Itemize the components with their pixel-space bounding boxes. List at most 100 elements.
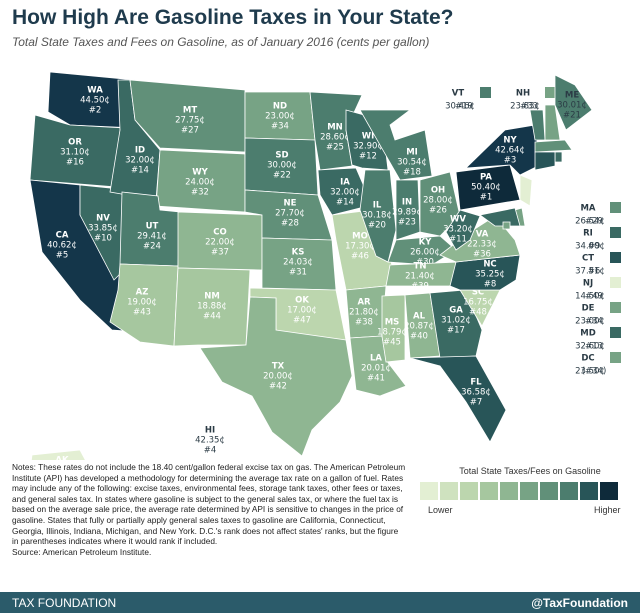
state-shape [173, 267, 251, 347]
state-shape [502, 221, 511, 230]
state-abbr: AL [413, 312, 426, 322]
state-tax: 42.64¢ [495, 146, 525, 156]
footer-brand: TAX FOUNDATION [12, 596, 117, 610]
notes: Notes: These rates do not include the 18… [12, 462, 407, 557]
state-rank: #32 [191, 188, 209, 198]
state-rank: #26 [429, 206, 447, 216]
state-tax: 29.41¢ [137, 232, 167, 242]
state-rank: #13 [585, 342, 603, 352]
state-swatch [610, 277, 621, 288]
subtitle: Total State Taxes and Fees on Gasoline, … [12, 35, 430, 49]
state-abbr: WA [87, 86, 103, 96]
state-rank: #48 [469, 308, 487, 318]
state-tax: 16.75¢ [463, 298, 493, 308]
state-abbr: NY [503, 136, 517, 146]
legend-swatch [520, 482, 538, 500]
state-tax: 30.01¢ [557, 101, 587, 111]
state-abbr: NC [483, 260, 496, 270]
map: WA44.50¢#2OR31.10¢#16CA40.62¢#5NV33.85¢#… [29, 71, 621, 461]
state-tax: 14.50¢ [575, 292, 605, 302]
state-shape [429, 289, 483, 359]
source: Source: American Petroleum Institute. [12, 546, 152, 557]
state-tax: 26.00¢ [410, 248, 440, 258]
state-shape [534, 139, 573, 153]
state-rank: #18 [403, 168, 421, 178]
state-tax: 18.79¢ [377, 328, 407, 338]
legend-swatch [540, 482, 558, 500]
state-abbr: TN [414, 262, 427, 272]
state-tax: 32.00¢ [330, 188, 360, 198]
state-tax: 30.18¢ [362, 211, 392, 221]
state-swatch [480, 87, 491, 98]
state-rank: #45 [383, 338, 401, 348]
state-rank: #22 [273, 171, 291, 181]
state-tax: 30.54¢ [397, 158, 427, 168]
state-abbr: NV [96, 214, 110, 224]
state-rank: #37 [211, 248, 229, 258]
state-rank: #29 [585, 217, 603, 227]
state-abbr: HI [205, 426, 215, 436]
state-tax: 30.00¢ [267, 161, 297, 171]
state-abbr: MI [406, 148, 418, 158]
state-rank: #16 [66, 158, 84, 168]
state-shape [554, 151, 563, 163]
state-tax: 29.89¢ [392, 208, 422, 218]
state-abbr: SD [275, 151, 288, 161]
state-rank: #33 [520, 102, 538, 112]
state-abbr: MN [327, 123, 343, 133]
legend-title: Total State Taxes/Fees on Gasoline [459, 466, 601, 476]
state-abbr: NJ [583, 279, 593, 289]
state-abbr: ND [273, 102, 287, 112]
state-rank: #31 [289, 268, 307, 278]
state-abbr: OH [431, 186, 445, 196]
state-swatch [610, 227, 621, 238]
state-tax: 28.00¢ [423, 196, 453, 206]
state-rank: #14 [131, 166, 149, 176]
state-rank: #34 [271, 122, 289, 132]
legend-swatch [500, 482, 518, 500]
state-tax: 27.70¢ [275, 209, 305, 219]
state-abbr: OR [68, 138, 82, 148]
state-rank: #46 [351, 252, 369, 262]
state-swatch [610, 302, 621, 313]
state-swatch [545, 87, 556, 98]
state-abbr: PA [480, 173, 492, 183]
state-abbr: WV [450, 215, 466, 225]
legend-swatch [460, 482, 478, 500]
state-abbr: AK [55, 456, 69, 461]
state-tax: 44.50¢ [80, 96, 110, 106]
state-tax: 23.00¢ [575, 317, 605, 327]
state-tax: 30.46¢ [445, 102, 475, 112]
state-abbr: IL [373, 201, 382, 211]
state-rank: #40 [410, 332, 428, 342]
state-shape [534, 151, 556, 171]
state-tax: 34.00¢ [575, 242, 605, 252]
state-shape [317, 167, 373, 216]
state-abbr: ME [565, 91, 579, 101]
state-abbr: CT [582, 254, 594, 264]
state-abbr: MS [385, 318, 400, 328]
state-abbr: CA [56, 231, 69, 241]
state-abbr: TX [272, 362, 285, 372]
state-rank: #23 [398, 218, 416, 228]
state-tax: 31.10¢ [60, 148, 90, 158]
state-tax: 32.00¢ [125, 156, 155, 166]
state-abbr: MO [352, 232, 368, 242]
footer-handle: @TaxFoundation [531, 596, 628, 610]
state-tax: 32.60¢ [575, 342, 605, 352]
state-abbr: UT [146, 222, 159, 232]
state-tax: 24.00¢ [185, 178, 215, 188]
state-shape [129, 79, 246, 153]
state-tax: 21.40¢ [405, 272, 435, 282]
state-abbr: VA [476, 230, 489, 240]
state-rank: #9 [588, 242, 601, 252]
state-rank: #25 [326, 143, 344, 153]
state-tax: 37.51¢ [575, 267, 605, 277]
state-abbr: IA [340, 178, 350, 188]
state-abbr: RI [583, 229, 593, 239]
state-swatch [610, 202, 621, 213]
state-tax: 21.80¢ [349, 308, 379, 318]
state-tax: 50.40¢ [471, 183, 501, 193]
legend-swatch [440, 482, 458, 500]
state-rank: #38 [355, 318, 373, 328]
